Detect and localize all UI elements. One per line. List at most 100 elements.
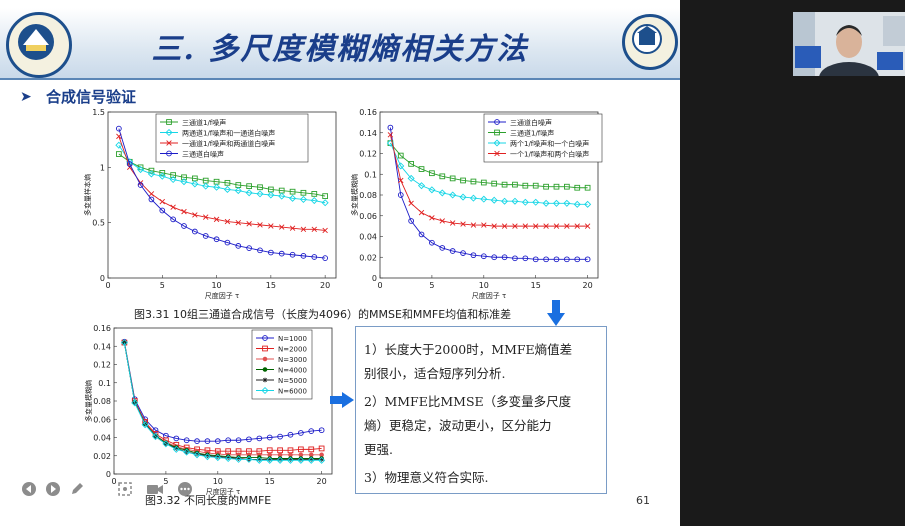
- y-tick-label: 0.14: [93, 342, 111, 351]
- slide-title: 三. 多尺度模糊熵相关方法: [151, 32, 529, 67]
- data-point: [311, 191, 318, 197]
- data-point: [298, 457, 304, 462]
- x-tick-label: 10: [213, 477, 223, 486]
- data-point: [408, 200, 414, 207]
- more-icon[interactable]: [176, 480, 194, 498]
- y-tick-label: 0: [100, 274, 105, 283]
- data-point: [194, 438, 200, 445]
- data-point: [564, 223, 570, 229]
- down-arrow-icon: [547, 300, 565, 326]
- y-tick-label: 0.12: [359, 150, 377, 159]
- series-line: [387, 132, 591, 229]
- data-point: [235, 219, 242, 226]
- data-point: [246, 436, 252, 443]
- data-point: [289, 251, 296, 258]
- y-tick-label: 0.08: [93, 397, 111, 406]
- data-point: [165, 128, 173, 137]
- data-point: [224, 239, 231, 246]
- x-tick-label: 15: [531, 281, 541, 290]
- data-point: [573, 200, 581, 208]
- data-point: [574, 223, 580, 229]
- data-point: [266, 434, 273, 441]
- data-point: [256, 190, 264, 198]
- y-tick-label: 0.02: [93, 452, 111, 461]
- data-point: [564, 256, 570, 263]
- data-point: [429, 239, 435, 246]
- series-line: [120, 339, 326, 464]
- pen-icon[interactable]: [68, 480, 86, 498]
- x-axis-label: 尺度因子 τ: [205, 291, 239, 300]
- conclusion-line: 3）物理意义符合实际.: [364, 470, 489, 485]
- bullet-arrow-icon: ➤: [20, 89, 32, 105]
- data-point: [418, 209, 425, 216]
- data-point: [543, 223, 549, 229]
- legend-entry: N=1000: [278, 335, 307, 343]
- y-tick-label: 0: [106, 470, 111, 479]
- data-point: [192, 212, 198, 218]
- data-point: [493, 139, 501, 147]
- data-point: [224, 454, 232, 463]
- data-point: [278, 192, 286, 200]
- y-tick-label: 1.5: [92, 108, 105, 117]
- data-point: [298, 446, 304, 453]
- data-point: [449, 175, 456, 182]
- data-point: [268, 223, 274, 229]
- data-point: [192, 228, 198, 235]
- legend-entry: N=4000: [278, 367, 307, 375]
- data-point: [564, 183, 570, 190]
- data-point: [224, 179, 231, 186]
- data-point: [469, 194, 477, 202]
- legend-box: [155, 113, 309, 163]
- data-point: [460, 177, 466, 184]
- data-point: [308, 457, 314, 462]
- data-point: [257, 184, 263, 191]
- presentation-slide: 三. 多尺度模糊熵相关方法 ➤ 合成信号验证 0 5 10 15 20 0 0.5 1 1.5 尺…: [0, 0, 680, 526]
- data-point: [397, 162, 405, 170]
- data-point: [408, 161, 414, 167]
- data-point: [511, 197, 519, 205]
- camera-icon[interactable]: [146, 480, 164, 498]
- data-point: [319, 452, 324, 458]
- data-point: [407, 174, 415, 182]
- university-logo-right: [622, 14, 678, 70]
- data-point: [501, 223, 508, 229]
- legend-entry: 两通道1/f噪声和一通道白噪声: [182, 129, 275, 138]
- next-icon[interactable]: [44, 480, 62, 498]
- conclusion-box: 1）长度大于2000时，MMFE熵值差 别很小，适合短序列分析. 2）MMFE比…: [355, 326, 607, 494]
- prev-icon[interactable]: [20, 480, 38, 498]
- data-point: [180, 178, 188, 186]
- legend-entry: 一通道1/f噪声和两通道白噪声: [182, 139, 275, 148]
- data-point: [268, 249, 274, 256]
- data-point: [202, 233, 209, 239]
- data-point: [287, 431, 294, 438]
- data-point: [262, 377, 268, 383]
- x-tick-label: 20: [583, 281, 593, 290]
- data-point: [387, 124, 394, 131]
- series-path: [389, 134, 588, 227]
- data-point: [173, 435, 180, 442]
- data-point: [170, 216, 176, 223]
- data-point: [318, 427, 325, 434]
- data-point: [512, 255, 518, 262]
- data-point: [553, 223, 560, 229]
- data-point: [460, 221, 466, 227]
- data-point: [584, 200, 592, 208]
- zoom-icon[interactable]: [116, 480, 134, 498]
- data-point: [278, 224, 285, 230]
- data-point: [522, 255, 529, 262]
- conclusion-line: 1）长度大于2000时，MMFE熵值差: [364, 342, 573, 357]
- legend-entry: 两个1/f噪声和一个白噪声: [510, 139, 589, 148]
- data-point: [277, 452, 283, 458]
- data-point: [522, 223, 529, 229]
- data-point: [481, 222, 487, 228]
- data-point: [439, 218, 446, 224]
- data-point: [225, 437, 232, 444]
- data-point: [152, 427, 159, 434]
- data-point: [202, 214, 209, 220]
- data-point: [308, 452, 314, 458]
- data-point: [308, 446, 315, 453]
- data-point: [438, 189, 446, 197]
- data-point: [137, 166, 145, 174]
- y-tick-label: 0.14: [359, 129, 377, 138]
- data-point: [215, 454, 221, 460]
